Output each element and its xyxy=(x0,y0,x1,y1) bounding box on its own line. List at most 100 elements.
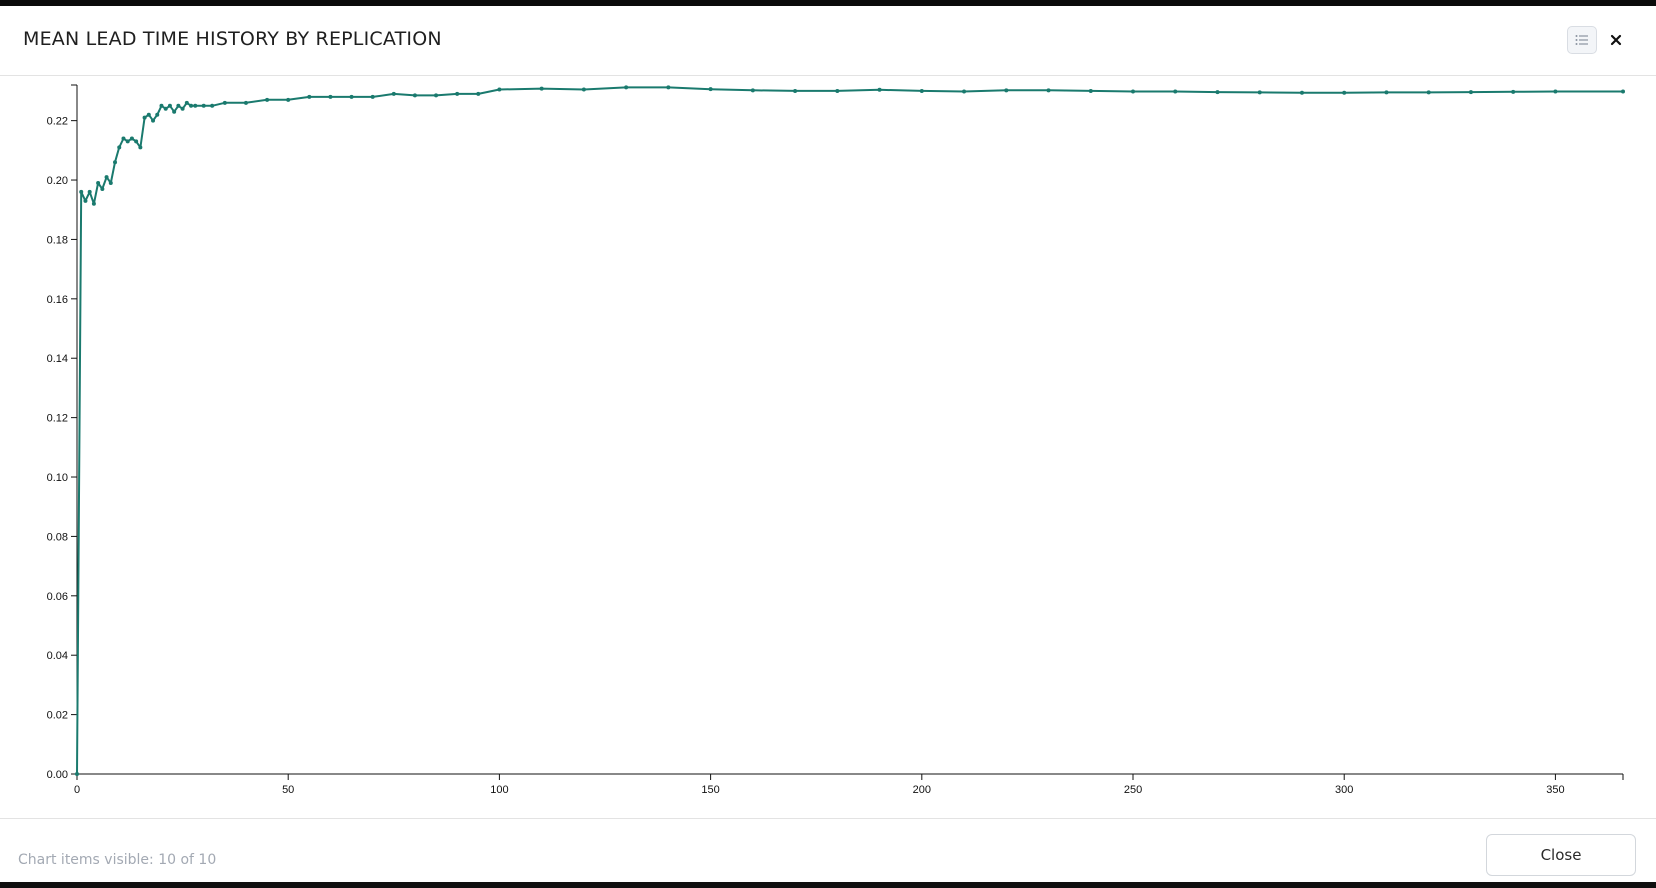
y-tick-label: 0.10 xyxy=(47,472,68,484)
y-tick-label: 0.16 xyxy=(47,294,68,306)
data-point xyxy=(79,189,84,194)
series-line xyxy=(76,86,1623,775)
data-point xyxy=(497,87,502,92)
x-tick-label: 200 xyxy=(913,784,931,796)
data-point xyxy=(1257,90,1262,95)
data-point xyxy=(1621,89,1625,94)
data-point xyxy=(1046,88,1051,93)
x-tick-label: 100 xyxy=(490,784,508,796)
close-button[interactable]: Close xyxy=(1486,834,1636,876)
x-tick-label: 50 xyxy=(282,784,294,796)
data-point xyxy=(91,201,96,206)
data-point xyxy=(180,106,185,111)
data-point xyxy=(434,93,439,98)
data-point xyxy=(167,103,172,108)
data-point xyxy=(134,139,139,144)
data-point xyxy=(455,91,460,96)
data-point xyxy=(1299,90,1304,95)
close-icon-button[interactable] xyxy=(1604,26,1628,54)
data-point xyxy=(1342,90,1347,95)
data-point xyxy=(1384,90,1389,95)
y-tick-label: 0.12 xyxy=(47,413,68,425)
modal-title: MEAN LEAD TIME HISTORY BY REPLICATION xyxy=(23,28,442,50)
data-point xyxy=(962,89,967,94)
data-point xyxy=(919,88,924,93)
y-tick-label: 0.14 xyxy=(47,353,68,365)
data-point xyxy=(113,160,118,165)
data-point xyxy=(172,109,177,114)
data-point xyxy=(1088,88,1093,93)
data-point xyxy=(307,94,312,99)
y-tick-label: 0.02 xyxy=(47,710,68,722)
data-point xyxy=(75,772,79,776)
data-point xyxy=(581,87,586,92)
data-point xyxy=(286,97,291,102)
y-tick-label: 0.00 xyxy=(47,769,68,781)
x-tick-label: 150 xyxy=(701,784,719,796)
data-point xyxy=(121,136,126,141)
y-tick-label: 0.08 xyxy=(47,531,68,543)
data-point xyxy=(835,88,840,93)
data-point xyxy=(176,103,181,108)
data-point xyxy=(1553,89,1558,94)
y-tick-label: 0.04 xyxy=(47,650,68,662)
data-point xyxy=(1173,89,1178,94)
data-point xyxy=(265,97,270,102)
data-point xyxy=(328,94,333,99)
data-point xyxy=(1511,89,1516,94)
data-point xyxy=(96,181,101,186)
data-point xyxy=(370,94,375,99)
data-point xyxy=(146,112,151,117)
data-point xyxy=(151,118,156,123)
chart-area: 0.00 0.02 0.04 0.06 0.08 0.10 0.12 0.14 0.16 0.18… xyxy=(0,77,1656,818)
data-point xyxy=(666,85,671,90)
x-tick-label: 300 xyxy=(1335,784,1353,796)
data-point xyxy=(193,103,198,108)
data-point xyxy=(184,100,189,105)
data-point xyxy=(539,86,544,91)
lead-time-chart: 0.00 0.02 0.04 0.06 0.08 0.10 0.12 0.14 0.16 0.18… xyxy=(47,84,1625,796)
data-point xyxy=(129,136,134,141)
y-tick-label: 0.18 xyxy=(47,234,68,246)
data-point xyxy=(391,91,396,96)
data-point xyxy=(1426,90,1431,95)
data-point xyxy=(155,112,160,117)
data-point xyxy=(1468,90,1473,95)
data-point xyxy=(1215,90,1220,95)
data-point xyxy=(349,94,354,99)
data-point xyxy=(1131,89,1136,94)
data-point xyxy=(877,87,882,92)
y-tick-label: 0.20 xyxy=(47,175,68,187)
list-icon xyxy=(1575,35,1588,45)
data-point xyxy=(142,115,147,120)
data-point xyxy=(243,100,248,105)
x-tick-label: 350 xyxy=(1546,784,1564,796)
data-point xyxy=(138,145,143,150)
data-point xyxy=(159,103,164,108)
data-point xyxy=(750,88,755,93)
window-top-edge xyxy=(0,0,1656,6)
data-point xyxy=(210,103,215,108)
data-point xyxy=(476,91,481,96)
x-tick-label: 0 xyxy=(74,784,80,796)
data-point xyxy=(412,93,417,98)
data-point xyxy=(163,106,168,111)
y-tick-label: 0.22 xyxy=(47,116,68,128)
data-point xyxy=(708,87,713,92)
data-point xyxy=(222,100,227,105)
data-point xyxy=(83,198,88,203)
data-point xyxy=(100,186,105,191)
legend-toggle-button[interactable] xyxy=(1567,26,1597,54)
x-tick-label: 250 xyxy=(1124,784,1142,796)
data-point xyxy=(793,88,798,93)
data-point xyxy=(201,103,206,108)
data-point xyxy=(117,145,122,150)
close-icon xyxy=(1610,34,1622,46)
data-point xyxy=(189,103,194,108)
window-bottom-edge xyxy=(0,882,1656,888)
modal-footer: Chart items visible: 10 of 10 Close xyxy=(0,818,1656,888)
chart-items-status: Chart items visible: 10 of 10 xyxy=(18,852,217,868)
data-point xyxy=(87,189,92,194)
y-tick-label: 0.06 xyxy=(47,591,68,603)
data-point xyxy=(104,175,109,180)
